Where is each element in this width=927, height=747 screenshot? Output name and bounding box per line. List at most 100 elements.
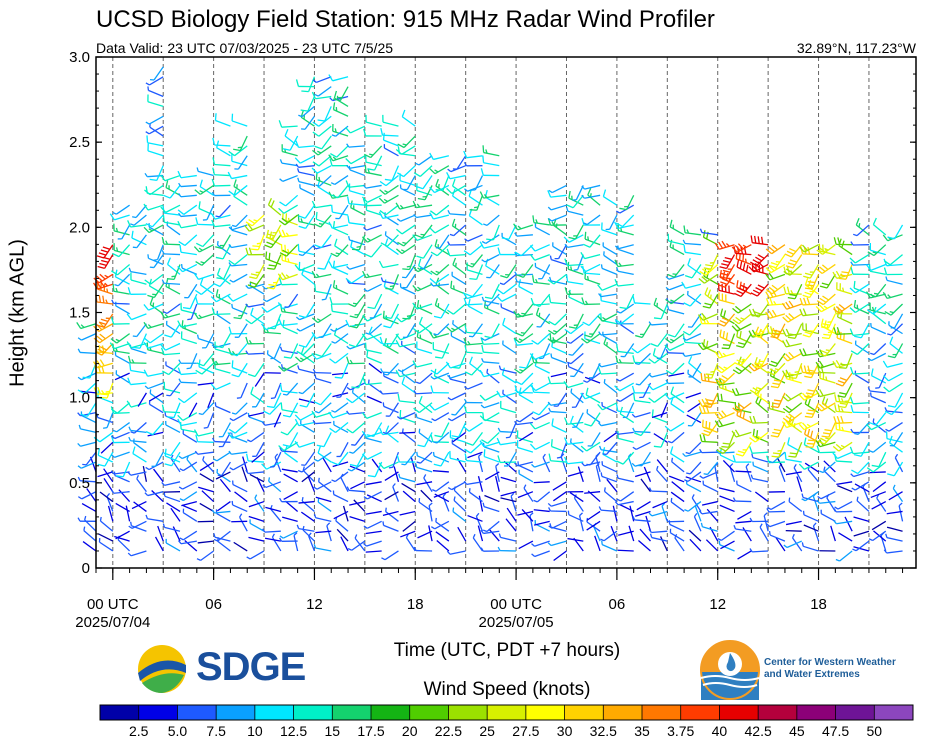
wind-barb: [186, 353, 198, 370]
wind-barb: [347, 293, 366, 308]
wind-barb: [885, 276, 903, 285]
wind-barb: [399, 431, 416, 434]
wind-barb: [362, 270, 382, 279]
wind-barb: [328, 261, 349, 269]
wind-barb: [634, 352, 651, 366]
wind-barb: [330, 304, 349, 315]
wind-barb: [481, 431, 500, 444]
wind-barb: [500, 497, 517, 503]
wind-barb: [312, 244, 332, 250]
wind-barb: [298, 398, 315, 404]
wind-barb: [578, 512, 584, 532]
wind-barb: [659, 536, 668, 552]
wind-barb: [177, 170, 197, 179]
wind-barb: [815, 389, 836, 398]
wind-barb: [518, 431, 534, 442]
colorbar-swatch: [719, 705, 759, 720]
wind-barb: [311, 352, 332, 360]
wind-barb: [164, 448, 181, 463]
wind-barb: [497, 427, 517, 434]
wind-barb: [379, 175, 399, 187]
wind-barb: [619, 195, 635, 211]
wind-barb: [178, 182, 197, 188]
wind-barb: [500, 476, 517, 483]
wind-barb: [215, 333, 231, 349]
wind-barb: [752, 323, 769, 338]
wind-barb: [689, 538, 702, 552]
wind-barb: [401, 428, 416, 443]
wind-barb: [687, 369, 702, 384]
x-tick-date-label: 2025/07/05: [479, 614, 554, 631]
wind-barb: [648, 487, 668, 493]
wind-barb: [349, 441, 366, 454]
colorbar-swatch: [758, 705, 798, 720]
wind-barb: [634, 422, 652, 437]
wind-barb: [313, 543, 332, 552]
wind-barb: [212, 167, 231, 177]
wind-barb: [751, 453, 769, 463]
wind-barb: [228, 450, 248, 455]
wind-barb: [477, 525, 484, 542]
wind-barb: [867, 244, 887, 257]
wind-barb: [412, 323, 433, 334]
wind-barb: [436, 540, 450, 552]
wind-barb: [254, 494, 265, 512]
wind-barb: [532, 402, 551, 416]
wind-barb: [202, 456, 215, 473]
wind-barb: [362, 377, 382, 386]
wind-barb: [178, 378, 197, 384]
wind-barb: [429, 165, 450, 175]
wind-barb: [316, 432, 332, 448]
wind-barb: [423, 474, 433, 493]
wind-barb: [850, 261, 869, 266]
wind-barb: [721, 432, 736, 448]
wind-barb: [184, 283, 198, 299]
colorbar-swatch: [293, 705, 333, 720]
wind-barb: [218, 422, 231, 438]
wind-barb: [416, 451, 433, 464]
wind-barb: [752, 461, 769, 473]
wind-barb: [212, 137, 231, 147]
wind-barb: [332, 280, 349, 295]
wind-barb: [178, 451, 198, 460]
wind-barb: [479, 241, 500, 249]
y-tick-label: 2.0: [69, 219, 90, 236]
wind-barb: [77, 491, 97, 500]
wind-barb: [598, 362, 618, 368]
wind-barb: [405, 533, 416, 552]
wind-barb: [379, 390, 399, 395]
wind-barb: [496, 437, 517, 446]
wind-barb: [331, 402, 349, 413]
wind-barb: [549, 255, 567, 266]
wind-barb: [820, 318, 836, 335]
wind-barb: [502, 389, 517, 404]
wind-barb: [264, 234, 282, 249]
wind-barb: [227, 431, 248, 439]
wind-barb: [647, 382, 668, 391]
wind-barb: [515, 412, 534, 423]
wind-barb: [833, 415, 853, 424]
colorbar-swatch: [448, 705, 488, 720]
wind-barb: [81, 502, 97, 513]
wind-barb: [572, 185, 584, 201]
wind-barb: [745, 463, 752, 483]
wind-barb: [228, 254, 248, 266]
wind-barb: [245, 350, 265, 355]
wind-barb: [736, 333, 752, 349]
wind-barb: [317, 445, 332, 463]
wind-barb: [617, 549, 634, 552]
wind-barb: [313, 513, 332, 522]
wind-barb: [96, 313, 114, 328]
colorbar-tick-label: 42.5: [745, 723, 772, 739]
wind-barb: [550, 353, 567, 364]
wind-barb: [363, 520, 382, 529]
wind-barb: [195, 362, 215, 375]
wind-barb: [648, 372, 668, 378]
wind-barb: [148, 400, 164, 414]
wind-barb: [568, 289, 584, 305]
wind-barb: [567, 510, 584, 522]
wind-barb: [432, 470, 449, 473]
wind-barb: [384, 471, 399, 481]
wind-barb: [547, 376, 567, 385]
wind-barb: [144, 184, 164, 196]
